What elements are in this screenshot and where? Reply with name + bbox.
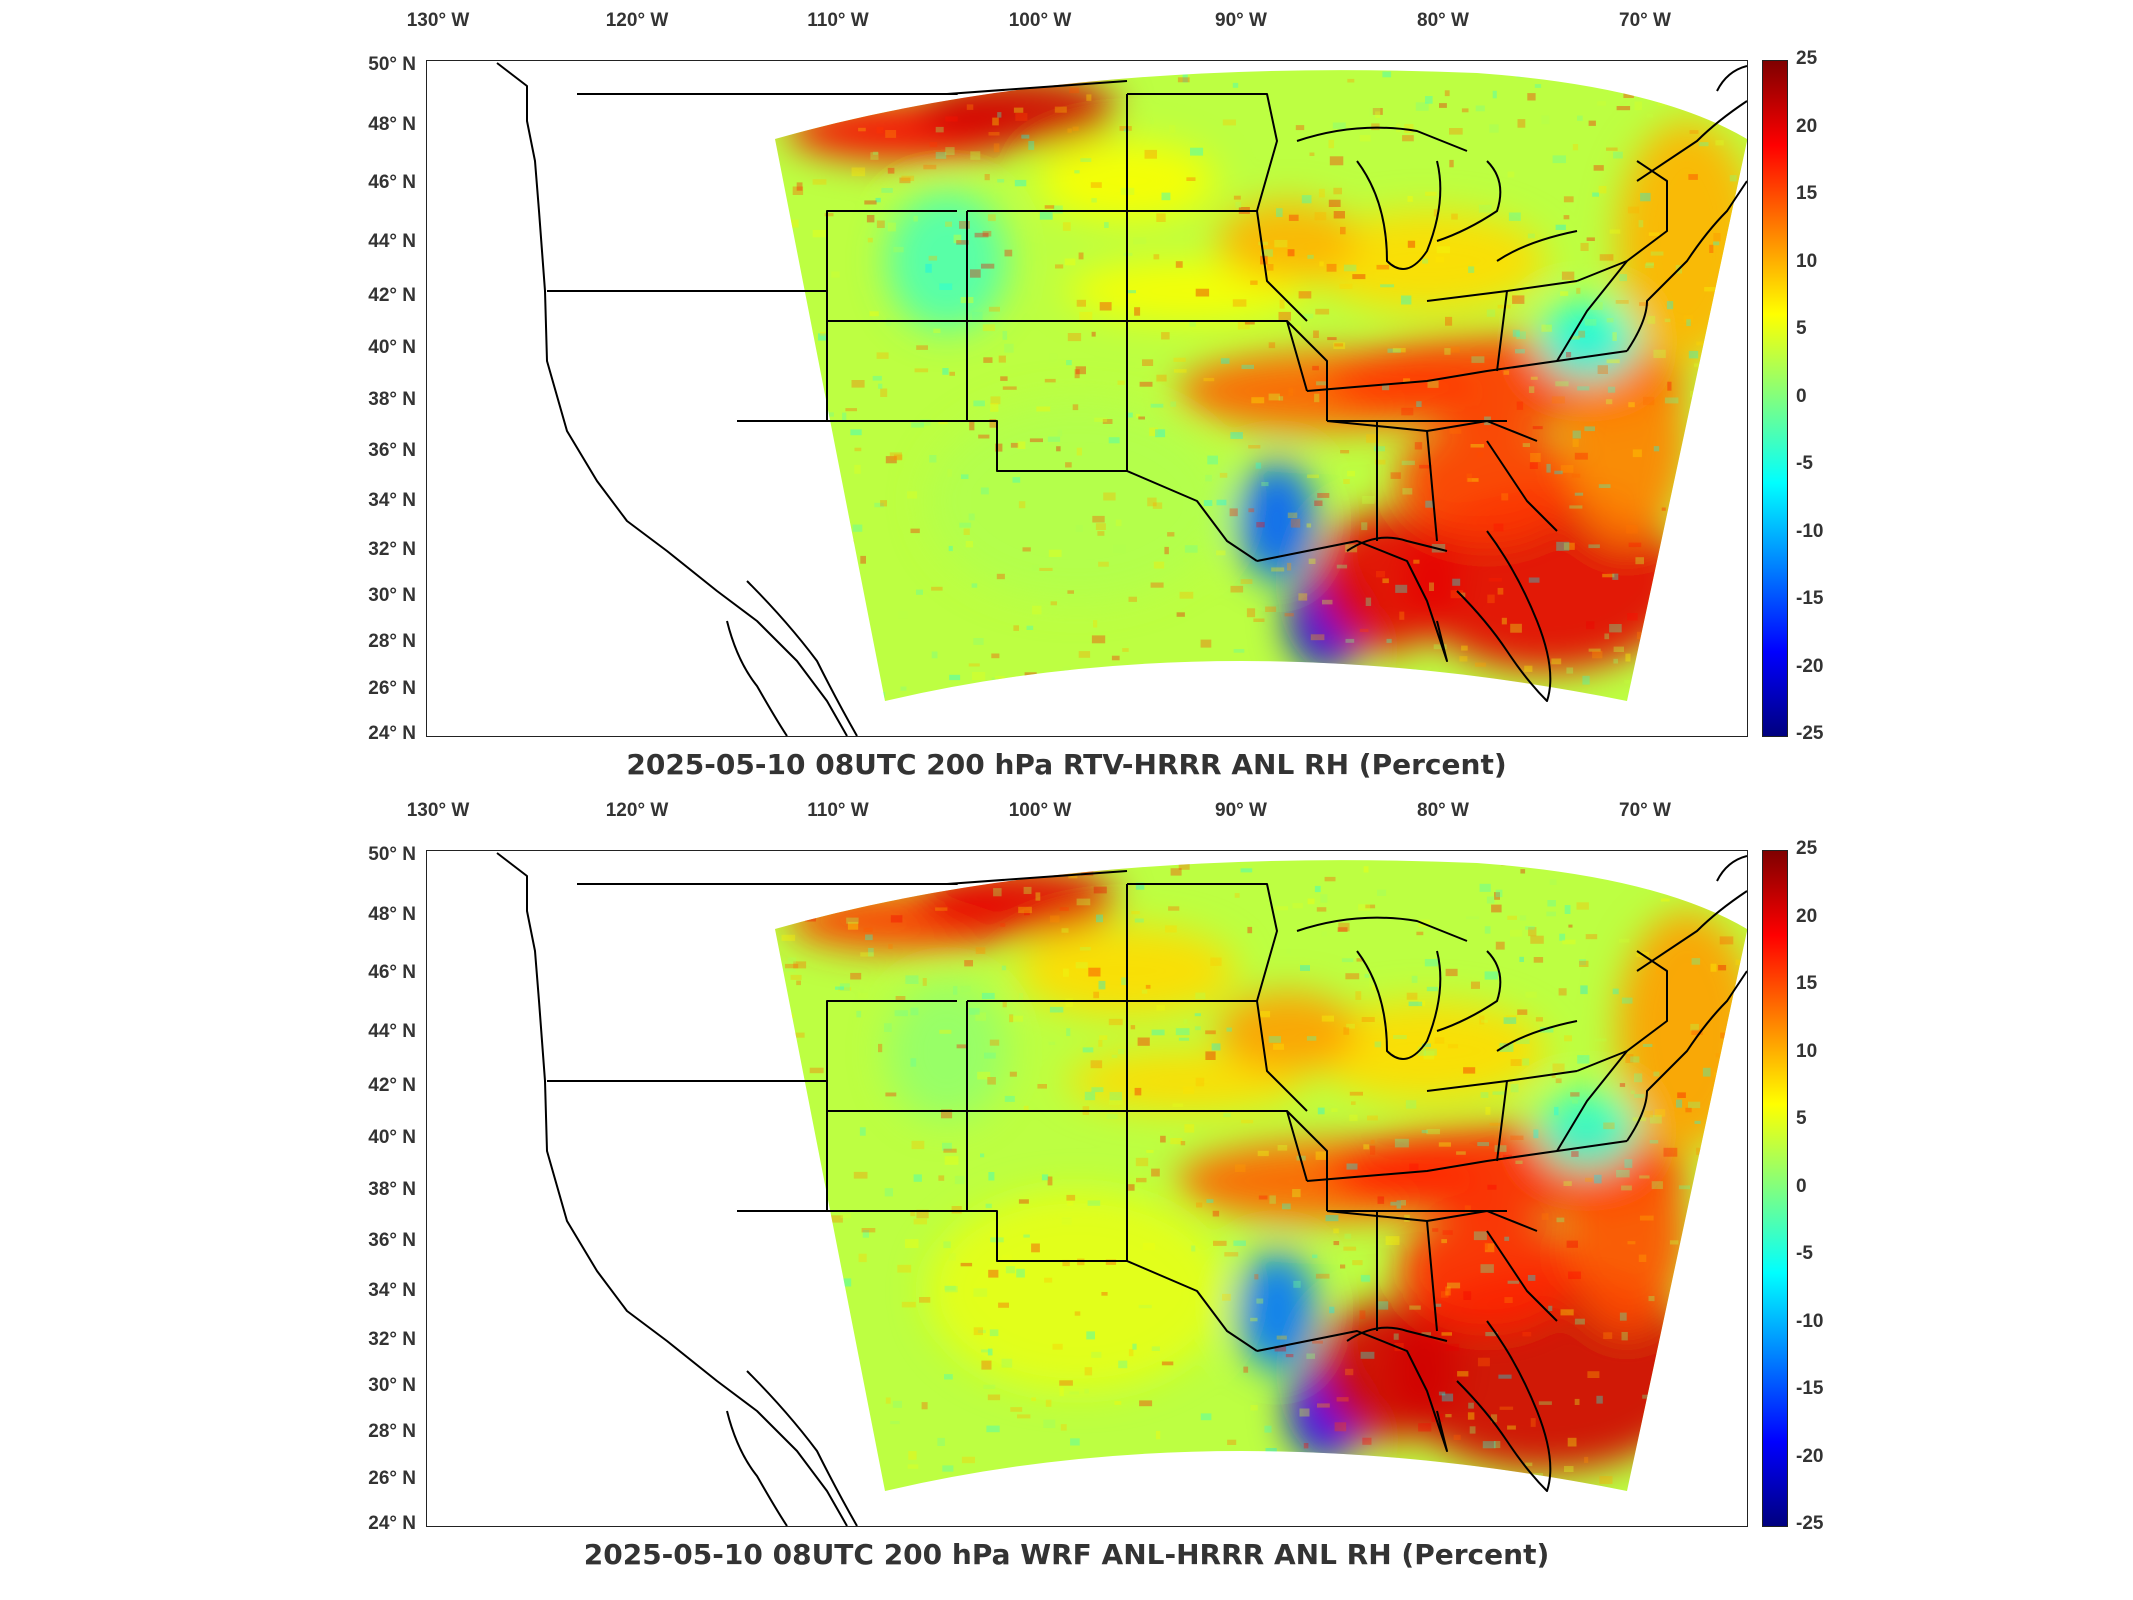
latitude-tick-label: 44° N (368, 231, 416, 252)
latitude-tick-label: 30° N (368, 1375, 416, 1396)
latitude-tick-label: 42° N (368, 1075, 416, 1096)
longitude-tick-label: 120° W (605, 10, 669, 31)
latitude-tick-label: 26° N (368, 678, 416, 699)
map-frame (426, 60, 1748, 737)
latitude-tick-label: 44° N (368, 1021, 416, 1042)
longitude-tick-label: 70° W (1619, 800, 1671, 821)
latitude-tick-label: 30° N (368, 585, 416, 606)
longitude-tick-label: 80° W (1417, 10, 1469, 31)
latitude-tick-label: 46° N (368, 962, 416, 983)
longitude-tick-label: 100° W (1008, 10, 1072, 31)
colorbar-tick-label: 0 (1796, 1175, 1807, 1197)
latitude-tick-label: 28° N (368, 631, 416, 652)
colorbar-tick-label: -25 (1796, 723, 1824, 744)
latitude-tick-label: 46° N (368, 172, 416, 193)
longitude-tick-label: 90° W (1215, 800, 1267, 821)
colorbar (1762, 60, 1788, 737)
boundary-lines (496, 62, 1747, 736)
colorbar-tick-label: 5 (1796, 1108, 1807, 1129)
colorbar-tick-label: -5 (1796, 1243, 1813, 1264)
latitude-tick-label: 36° N (368, 440, 416, 461)
colorbar-tick-label: -15 (1796, 1378, 1824, 1399)
colorbar-tick-label: 10 (1796, 1040, 1818, 1062)
latitude-tick-label: 24° N (368, 723, 416, 744)
colorbar-tick-label: 20 (1796, 115, 1818, 137)
latitude-tick-label: 24° N (368, 1513, 416, 1534)
colorbar-tick-label: -20 (1796, 655, 1824, 677)
latitude-tick-label: 48° N (368, 904, 416, 925)
latitude-tick-label: 38° N (368, 1179, 416, 1200)
colorbar-tick-label: -10 (1796, 520, 1824, 542)
longitude-tick-label: 130° W (406, 10, 470, 31)
latitude-tick-label: 38° N (368, 389, 416, 410)
latitude-tick-label: 48° N (368, 114, 416, 135)
latitude-tick-label: 26° N (368, 1468, 416, 1489)
longitude-tick-label: 100° W (1008, 800, 1072, 821)
latitude-tick-label: 40° N (368, 1127, 416, 1148)
panel-title: 2025-05-10 08UTC 200 hPa RTV-HRRR ANL RH… (626, 748, 1507, 781)
latitude-tick-label: 28° N (368, 1421, 416, 1442)
longitude-tick-label: 70° W (1619, 10, 1671, 31)
latitude-tick-label: 36° N (368, 1230, 416, 1251)
colorbar-tick-label: -25 (1796, 1513, 1824, 1534)
colorbar-tick-label: -15 (1796, 588, 1824, 609)
longitude-tick-label: 110° W (807, 800, 869, 821)
map-frame (426, 850, 1748, 1527)
colorbar-tick-label: 0 (1796, 385, 1807, 407)
latitude-tick-label: 34° N (368, 1280, 416, 1301)
latitude-tick-label: 40° N (368, 337, 416, 358)
longitude-tick-label: 120° W (605, 800, 669, 821)
difference-map (496, 852, 1747, 1526)
colorbar-tick-label: 15 (1796, 973, 1818, 994)
colorbar-tick-label: -5 (1796, 453, 1813, 474)
colorbar-tick-label: -20 (1796, 1445, 1824, 1467)
latitude-tick-label: 32° N (368, 539, 416, 560)
latitude-tick-label: 42° N (368, 285, 416, 306)
rh-difference-field (775, 860, 1747, 1492)
latitude-tick-label: 34° N (368, 490, 416, 511)
panel-title: 2025-05-10 08UTC 200 hPa WRF ANL-HRRR AN… (583, 1538, 1550, 1571)
longitude-tick-label: 110° W (807, 10, 869, 31)
colorbar (1762, 850, 1788, 1527)
latitude-tick-label: 32° N (368, 1329, 416, 1350)
difference-map (496, 62, 1747, 736)
longitude-tick-label: 130° W (406, 800, 470, 821)
boundary-lines (496, 852, 1747, 1526)
rh-difference-field (775, 70, 1747, 702)
latitude-tick-label: 50° N (368, 844, 416, 865)
colorbar-tick-label: 25 (1796, 48, 1818, 69)
colorbar-tick-label: 25 (1796, 838, 1818, 859)
longitude-tick-label: 90° W (1215, 10, 1267, 31)
longitude-tick-label: 80° W (1417, 800, 1469, 821)
colorbar-tick-label: -10 (1796, 1310, 1824, 1332)
colorbar-tick-label: 15 (1796, 183, 1818, 204)
colorbar-tick-label: 5 (1796, 318, 1807, 339)
colorbar-tick-label: 20 (1796, 905, 1818, 927)
latitude-tick-label: 50° N (368, 54, 416, 75)
colorbar-tick-label: 10 (1796, 250, 1818, 272)
